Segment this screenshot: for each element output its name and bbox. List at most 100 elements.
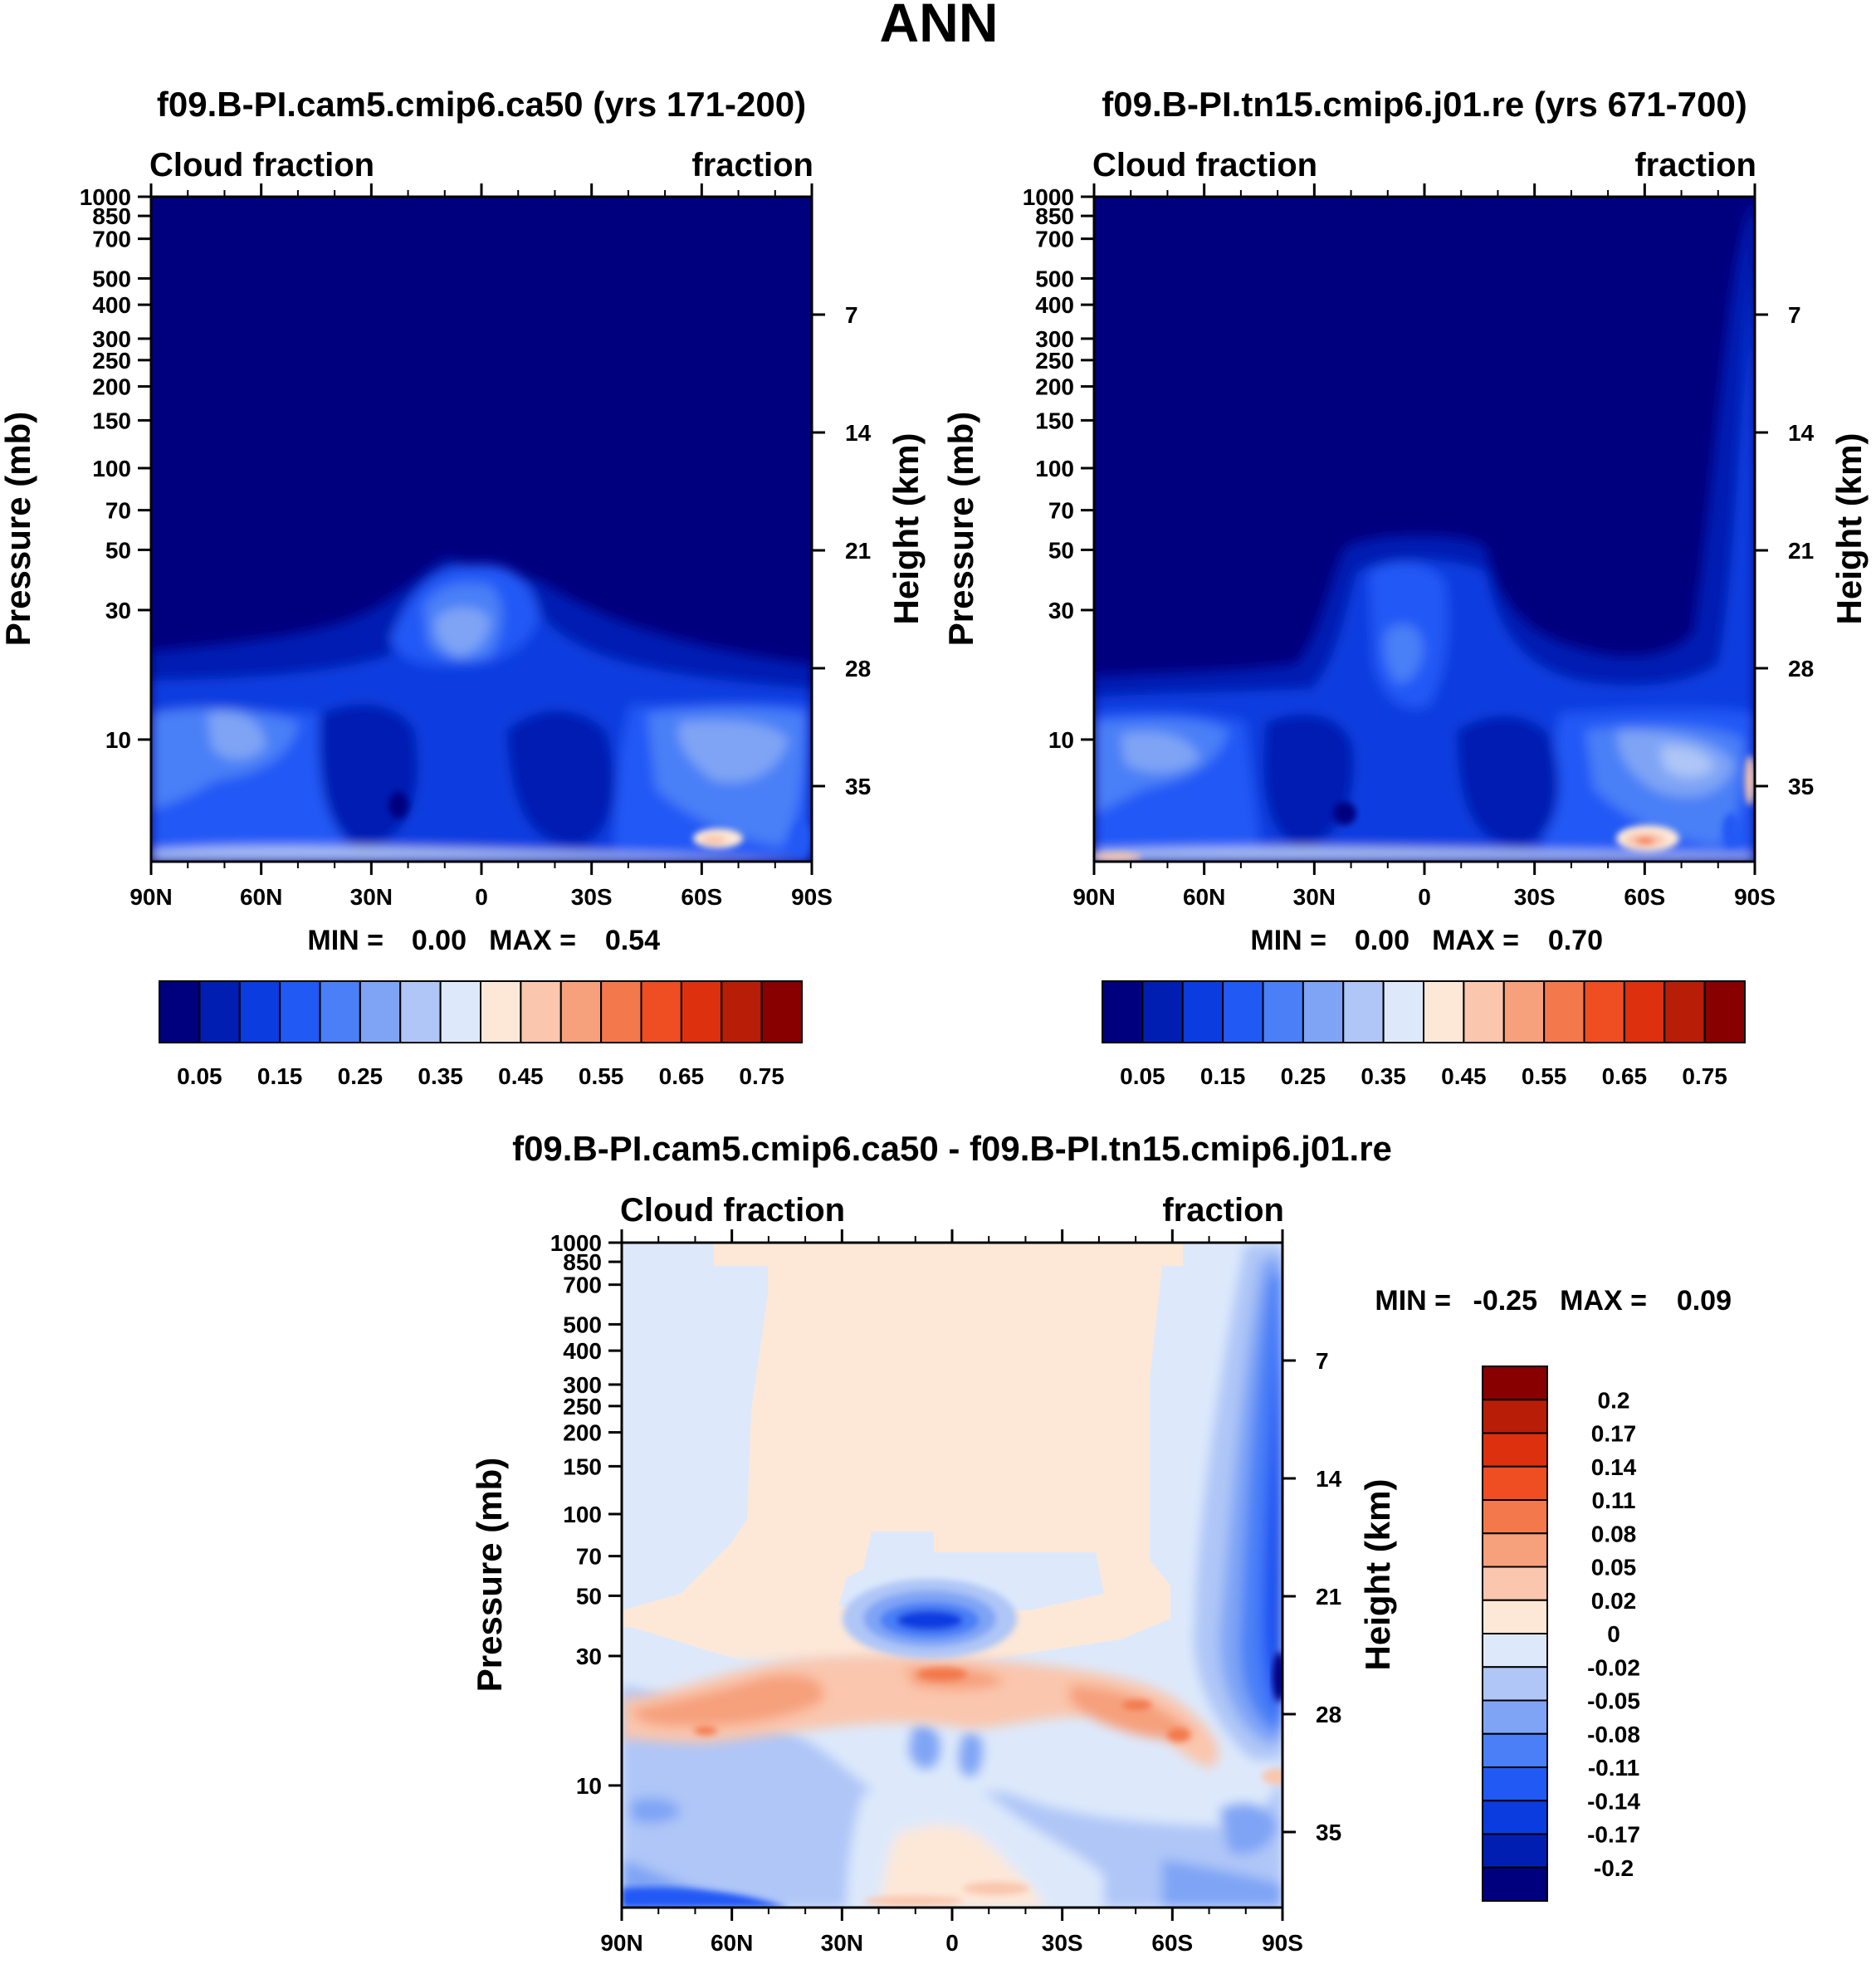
- y-tick-label: 10: [1048, 727, 1074, 753]
- colorbar-label: 0.45: [1441, 1063, 1487, 1089]
- colorbar-swatch: [640, 980, 682, 1043]
- y-tick-label: 30: [576, 1644, 602, 1669]
- height-tick-label: 35: [1788, 774, 1814, 799]
- colorbar-swatch: [319, 980, 361, 1043]
- panel-1-contour-field: [151, 197, 812, 862]
- y-tick-label: 500: [92, 266, 131, 291]
- height-tick-label: 14: [845, 420, 872, 446]
- colorbar-swatch: [279, 980, 321, 1043]
- colorbar-swatch: [1583, 980, 1625, 1043]
- colorbar-label: 0.15: [1200, 1063, 1246, 1089]
- y-tick-label: 100: [92, 456, 131, 481]
- panel-3-min-label: MIN =: [1375, 1285, 1451, 1317]
- colorbar-swatch: [1543, 980, 1585, 1043]
- panel-2: f09.B-PI.tn15.cmip6.j01.re (yrs 671-700)…: [941, 85, 1869, 1089]
- panel-2-left-label: Cloud fraction: [1092, 147, 1317, 183]
- colorbar-swatch: [721, 980, 763, 1043]
- height-tick-label: 35: [1316, 1820, 1341, 1845]
- y-tick-label: 250: [1035, 348, 1074, 374]
- colorbar-swatch: [1482, 1833, 1548, 1869]
- colorbar-swatch: [1663, 980, 1706, 1043]
- colorbar-swatch: [1482, 1499, 1548, 1535]
- x-tick-label: 30N: [1293, 884, 1336, 910]
- colorbar-swatch: [1222, 980, 1264, 1043]
- y-tick-label: 500: [563, 1312, 602, 1337]
- panel-3-max-value: 0.09: [1677, 1285, 1732, 1317]
- panel-3-colorbar: 0.2 0.17 0.14 0.11 0.08 0.05 0.02 0 -0.02 -0.05 -0…: [1482, 1366, 1640, 1902]
- x-tick-label: 90N: [1072, 884, 1115, 910]
- panel-2-axes: 1030507010015020025030040050070085010009…: [1023, 183, 1815, 910]
- panel-2-max-label: MAX =: [1432, 925, 1519, 956]
- x-tick-label: 0: [475, 884, 488, 910]
- panel-3-title: f09.B-PI.cam5.cmip6.ca50 - f09.B-PI.tn15…: [512, 1129, 1392, 1168]
- x-tick-label: 60S: [1624, 884, 1665, 910]
- panel-2-colorbar: 0.05 0.15 0.25 0.35 0.45 0.55 0.65 0.75: [1102, 980, 1746, 1089]
- colorbar-swatch: [1482, 1732, 1548, 1768]
- y-tick-label: 300: [1035, 326, 1074, 352]
- colorbar-swatch: [1482, 1699, 1548, 1735]
- panel-1-min-label: MIN =: [307, 925, 384, 956]
- colorbar-swatch: [198, 980, 241, 1043]
- panel-1-left-label: Cloud fraction: [149, 147, 374, 183]
- colorbar-label: 0.65: [659, 1063, 705, 1089]
- colorbar-label: 0.08: [1591, 1521, 1637, 1546]
- panel-2-right-label: fraction: [1634, 147, 1756, 183]
- y-tick-label: 700: [1035, 227, 1074, 252]
- y-tick-label: 70: [1048, 498, 1074, 524]
- x-tick-label: 60N: [711, 1930, 753, 1956]
- panel-3-axes: 1030507010015020025030040050070085010009…: [550, 1229, 1342, 1956]
- colorbar-label: -0.2: [1594, 1855, 1634, 1881]
- y-tick-label: 700: [92, 227, 131, 252]
- panel-1-max-label: MAX =: [489, 925, 576, 956]
- y-tick-label: 50: [576, 1583, 602, 1609]
- colorbar-label: 0.55: [1522, 1063, 1567, 1089]
- x-tick-label: 30S: [1514, 884, 1556, 910]
- y-tick-label: 150: [92, 408, 131, 433]
- panel-3-ylabel-right: Height (km): [1358, 1479, 1397, 1671]
- x-tick-label: 60N: [1183, 884, 1225, 910]
- colorbar-label: 0.65: [1602, 1063, 1648, 1089]
- x-tick-label: 90N: [129, 884, 172, 910]
- height-tick-label: 28: [1788, 656, 1814, 682]
- colorbar-swatch: [1141, 980, 1184, 1043]
- height-tick-label: 7: [1316, 1348, 1329, 1374]
- panel-1-right-label: fraction: [691, 147, 813, 183]
- y-tick-label: 100: [1035, 456, 1074, 481]
- panel-1-axes: 1030507010015020025030040050070085010009…: [80, 183, 872, 910]
- y-tick-label: 200: [563, 1420, 602, 1446]
- colorbar-swatch: [1623, 980, 1666, 1043]
- panel-2-title: f09.B-PI.tn15.cmip6.j01.re (yrs 671-700): [1102, 85, 1747, 124]
- colorbar-label: -0.17: [1587, 1822, 1640, 1848]
- x-tick-label: 90S: [1734, 884, 1776, 910]
- colorbar-swatch: [359, 980, 402, 1043]
- x-tick-label: 60S: [1151, 1930, 1193, 1956]
- x-tick-label: 90S: [791, 884, 833, 910]
- height-tick-label: 21: [1788, 538, 1814, 564]
- colorbar-label: 0.15: [257, 1063, 303, 1089]
- colorbar-label: 0.75: [739, 1063, 784, 1089]
- colorbar-label: 0.05: [1591, 1555, 1637, 1580]
- x-tick-label: 30N: [821, 1930, 863, 1956]
- height-tick-label: 7: [845, 302, 858, 328]
- y-tick-label: 100: [563, 1502, 602, 1527]
- x-tick-label: 0: [1418, 884, 1431, 910]
- colorbar-label: 0.14: [1591, 1454, 1637, 1480]
- y-tick-label: 10: [576, 1773, 602, 1799]
- x-tick-label: 30S: [1042, 1930, 1083, 1956]
- y-tick-label: 30: [105, 598, 131, 623]
- colorbar-swatch: [1482, 1366, 1548, 1401]
- colorbar-swatch: [680, 980, 723, 1043]
- colorbar-label: 0.25: [1281, 1063, 1326, 1089]
- height-tick-label: 28: [1316, 1702, 1341, 1727]
- colorbar-label: -0.05: [1587, 1688, 1640, 1714]
- colorbar-swatch: [1482, 1465, 1548, 1501]
- y-tick-label: 70: [576, 1544, 602, 1570]
- colorbar-swatch: [1482, 1800, 1548, 1835]
- colorbar-swatch: [1423, 980, 1465, 1043]
- x-tick-label: 30S: [571, 884, 613, 910]
- height-tick-label: 14: [1788, 420, 1815, 446]
- panel-3-contour-field: [622, 1243, 1282, 1908]
- colorbar-label: -0.14: [1587, 1788, 1640, 1814]
- colorbar-swatch: [1482, 1566, 1548, 1601]
- colorbar-swatch: [159, 980, 201, 1043]
